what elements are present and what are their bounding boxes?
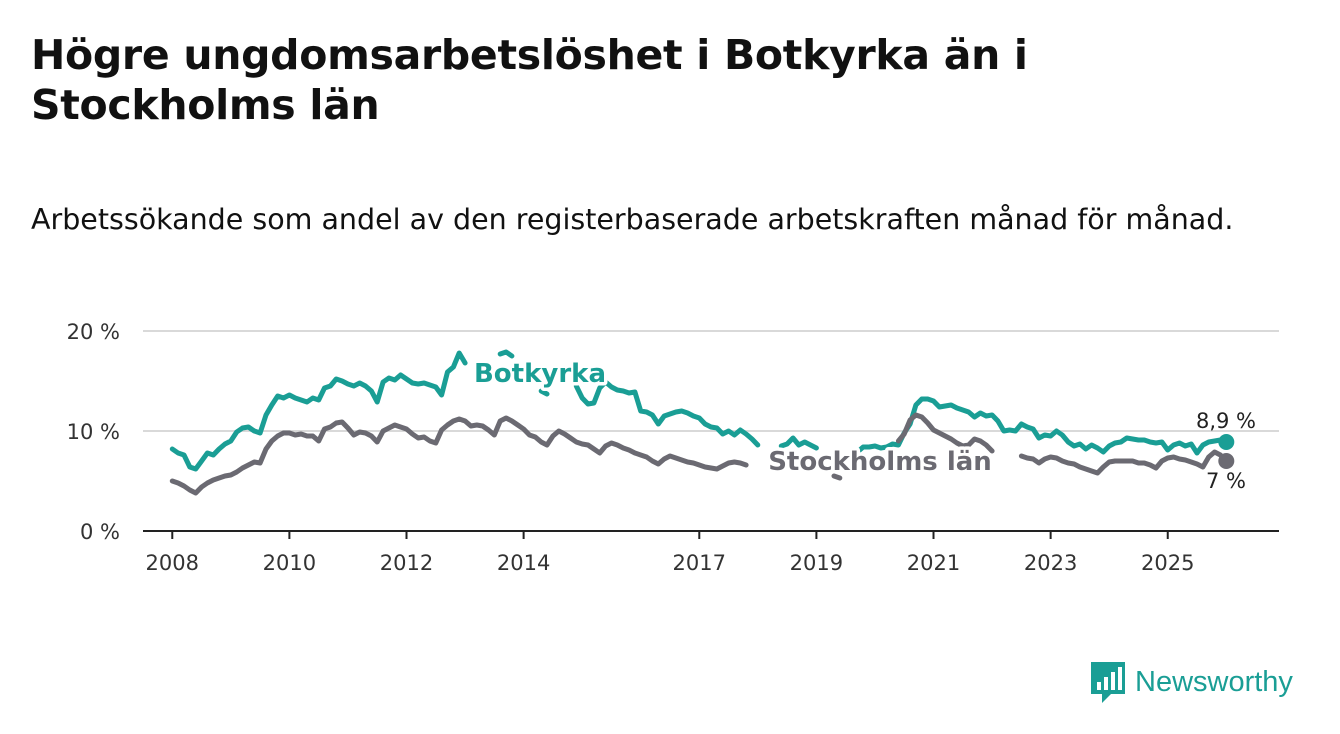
x-axis-ticks: 2008 2010 2012 2014 2017 2019 2021 2023 2025 xyxy=(146,531,1194,575)
series-labels: Botkyrka Stockholms län 8,9 % 7 % xyxy=(470,356,1256,494)
newsworthy-logo: Newsworthy xyxy=(1089,660,1293,704)
x-tick-label: 2025 xyxy=(1141,551,1194,575)
end-value-stockholms-lan: 7 % xyxy=(1206,469,1246,493)
series-line-stockholms-lan xyxy=(169,412,1229,496)
y-tick-label: 10 % xyxy=(67,420,120,444)
x-tick-label: 2021 xyxy=(907,551,960,575)
y-tick-label: 0 % xyxy=(80,520,120,544)
series-line-botkyrka xyxy=(169,349,1229,472)
chart-subtitle: Arbetssökande som andel av den registerb… xyxy=(31,203,1234,236)
newsworthy-logo-icon xyxy=(1091,662,1125,703)
x-tick-label: 2019 xyxy=(790,551,843,575)
gridlines xyxy=(143,330,1279,432)
x-tick-label: 2012 xyxy=(380,551,433,575)
x-tick-label: 2023 xyxy=(1024,551,1077,575)
y-axis-ticks: 0 % 10 % 20 % xyxy=(67,320,120,544)
series-label-stockholms-lan: Stockholms län xyxy=(768,447,992,477)
x-tick-label: 2008 xyxy=(146,551,199,575)
newsworthy-logo-text: Newsworthy xyxy=(1135,665,1293,698)
x-tick-label: 2014 xyxy=(497,551,550,575)
end-point-botkyrka xyxy=(1218,434,1235,450)
end-value-botkyrka: 8,9 % xyxy=(1196,409,1256,433)
series-label-botkyrka: Botkyrka xyxy=(474,359,606,389)
end-point-stockholms-lan xyxy=(1218,453,1235,469)
series-lines xyxy=(169,349,1235,496)
y-tick-label: 20 % xyxy=(67,320,120,344)
x-tick-label: 2017 xyxy=(673,551,726,575)
x-tick-label: 2010 xyxy=(263,551,316,575)
chart-title: Högre ungdomsarbetslöshet i Botkyrka än … xyxy=(31,31,1028,129)
